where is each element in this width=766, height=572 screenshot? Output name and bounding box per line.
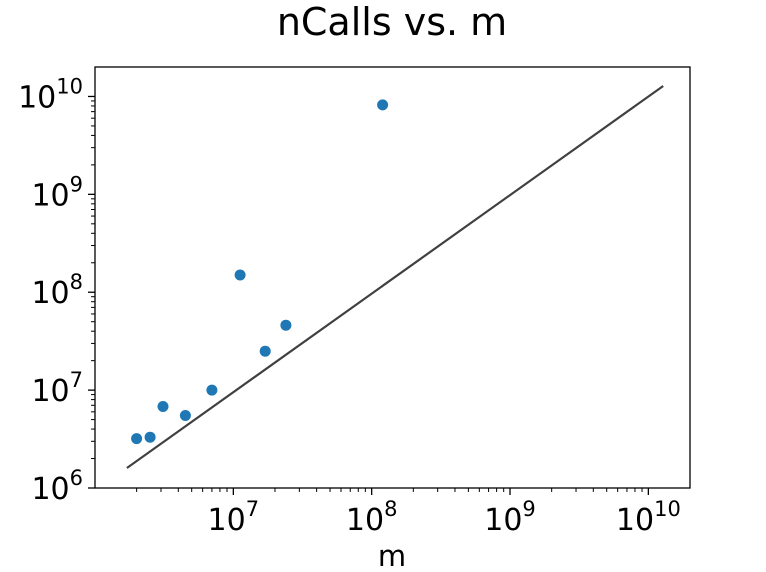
reference-line: [126, 85, 664, 469]
data-point-5: [206, 384, 218, 396]
x-tick-label: 108: [346, 497, 398, 538]
data-point-4: [179, 410, 191, 421]
x-axis: 107 108 109 1010: [136, 488, 681, 538]
x-tick-label: 109: [484, 497, 536, 538]
data-point-9: [377, 99, 389, 111]
data-point-2: [144, 431, 156, 443]
y-tick-label: 109: [31, 172, 83, 213]
x-axis-label: m: [378, 539, 406, 572]
plot-area: [126, 85, 664, 469]
y-axis: 106 107 108 109 1010: [18, 74, 95, 507]
y-tick-label: 1010: [18, 74, 83, 115]
data-point-8: [280, 319, 292, 331]
data-point-3: [157, 401, 169, 412]
data-point-6: [234, 269, 246, 281]
data-point-1: [131, 433, 143, 445]
chart-title: nCalls vs. m: [277, 0, 507, 44]
data-point-7: [259, 345, 271, 357]
x-tick-label: 107: [208, 497, 260, 538]
y-tick-label: 108: [31, 270, 83, 311]
axes-frame: [94, 66, 691, 489]
y-tick-label: 107: [31, 368, 83, 409]
x-tick-label: 1010: [616, 497, 681, 538]
y-tick-label: 106: [31, 466, 83, 507]
